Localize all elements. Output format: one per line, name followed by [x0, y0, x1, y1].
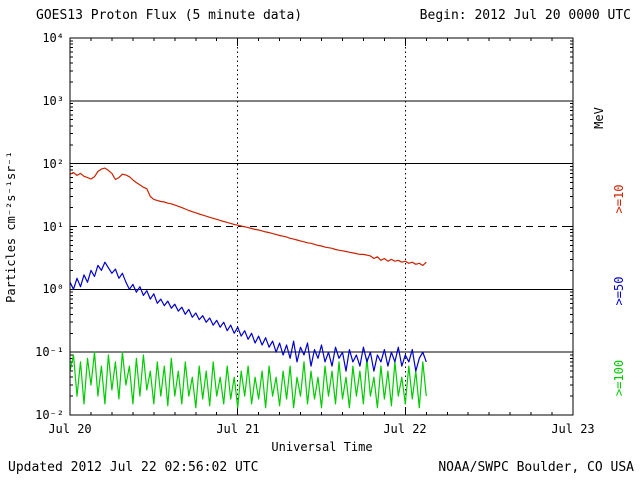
- plot-frame: [69, 37, 574, 416]
- mev-unit-label: MeV: [592, 107, 606, 129]
- updated-timestamp: Updated 2012 Jul 22 02:56:02 UTC: [8, 460, 258, 475]
- legend-ge10-label: >=10: [612, 185, 626, 214]
- legend-ge50-label: >=50: [612, 277, 626, 306]
- source-label: NOAA/SWPC Boulder, CO USA: [438, 460, 634, 475]
- plot-area: [69, 37, 574, 416]
- y-tick-label-1e2: 10²: [42, 157, 64, 171]
- y-tick-label-1e4: 10⁴: [42, 31, 64, 45]
- x-tick-label-jul23: Jul 23: [551, 422, 594, 436]
- x-axis-title: Universal Time: [271, 440, 372, 454]
- begin-timestamp: Begin: 2012 Jul 20 0000 UTC: [420, 8, 631, 23]
- x-tick-label-jul20: Jul 20: [48, 422, 91, 436]
- x-tick-label-jul22: Jul 22: [383, 422, 426, 436]
- y-axis-title: Particles cm⁻²s⁻¹sr⁻¹: [4, 151, 18, 303]
- y-tick-label-1e0: 10⁰: [42, 282, 64, 296]
- y-tick-label-1e-1: 10⁻¹: [35, 345, 64, 359]
- series-line->=50: [69, 261, 427, 372]
- y-tick-label-1e3: 10³: [42, 94, 64, 108]
- y-tick-label-1e-2: 10⁻²: [35, 408, 64, 422]
- series-line->=10: [69, 167, 427, 266]
- y-tick-label-1e1: 10¹: [42, 220, 64, 234]
- series-line->=100: [69, 351, 427, 409]
- chart-title: GOES13 Proton Flux (5 minute data): [36, 8, 302, 23]
- legend-ge100-label: >=100: [612, 360, 626, 396]
- x-tick-label-jul21: Jul 21: [216, 422, 259, 436]
